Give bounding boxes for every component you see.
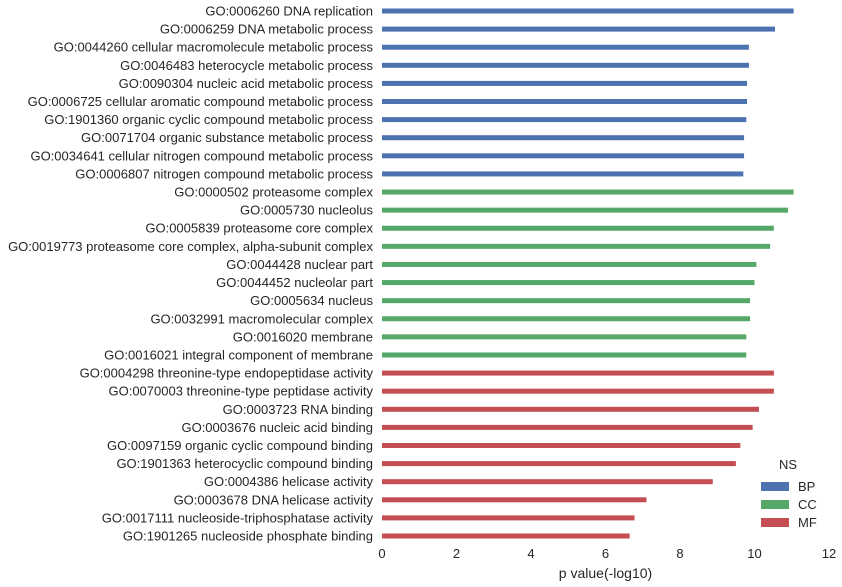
category-label: GO:0006807 nitrogen compound metabolic p… (75, 166, 373, 181)
bar-mf (382, 461, 736, 467)
category-label: GO:0005839 proteasome core complex (145, 221, 373, 236)
bar-cc (382, 280, 755, 286)
bar-mf (382, 424, 753, 430)
x-tick-label: 12 (822, 546, 836, 561)
legend-label-mf: MF (798, 515, 817, 530)
category-label: GO:0005634 nucleus (250, 293, 373, 308)
bar-cc (382, 298, 751, 304)
category-label: GO:0044428 nuclear part (226, 257, 373, 272)
x-tick-label: 8 (676, 546, 683, 561)
bar-bp (382, 117, 747, 123)
category-label: GO:0003678 DNA helicase activity (174, 492, 374, 507)
legend: NS BP CC MF (761, 457, 817, 530)
category-label: GO:1901265 nucleoside phosphate binding (123, 529, 373, 544)
category-label: GO:0006260 DNA replication (205, 4, 373, 19)
category-labels-group: GO:0006260 DNA replication GO:0006259 DNA… (8, 4, 373, 544)
legend-swatch-cc (761, 500, 789, 509)
category-label: GO:0071704 organic substance metabolic p… (81, 130, 373, 145)
category-label: GO:0004298 threonine-type endopeptidase … (80, 366, 374, 381)
legend-title: NS (779, 457, 797, 472)
category-label: GO:0004386 helicase activity (204, 474, 374, 489)
x-axis-ticks-group: 0 2 4 6 8 10 12 (378, 546, 836, 561)
bar-bp (382, 171, 744, 177)
x-tick-label: 10 (747, 546, 761, 561)
bar-mf (382, 370, 774, 376)
bar-cc (382, 261, 757, 267)
category-label: GO:0046483 heterocycle metabolic process (120, 58, 373, 73)
category-label: GO:0003676 nucleic acid binding (181, 420, 373, 435)
legend-swatch-bp (761, 482, 789, 491)
bar-mf (382, 497, 647, 503)
legend-label-bp: BP (798, 479, 815, 494)
legend-label-cc: CC (798, 497, 817, 512)
category-label: GO:1901363 heterocyclic compound binding (116, 456, 373, 471)
category-label: GO:0003723 RNA binding (223, 402, 373, 417)
bar-mf (382, 479, 713, 485)
bar-cc (382, 207, 789, 213)
category-label: GO:0019773 proteasome core complex, alph… (8, 239, 373, 254)
bar-bp (382, 99, 748, 105)
category-label: GO:0006259 DNA metabolic process (160, 22, 374, 37)
category-label: GO:0005730 nucleolus (240, 203, 373, 218)
category-label: GO:0006725 cellular aromatic compound me… (28, 94, 374, 109)
bar-cc (382, 352, 747, 358)
category-label: GO:0000502 proteasome complex (174, 185, 373, 200)
bar-bp (382, 153, 745, 159)
bar-cc (382, 334, 747, 340)
bar-cc (382, 243, 771, 249)
category-label: GO:0016021 integral component of membran… (104, 347, 373, 362)
bar-mf (382, 406, 759, 412)
bar-bp (382, 62, 749, 68)
bars-group (382, 8, 794, 539)
category-label: GO:0016020 membrane (233, 329, 373, 344)
category-label: GO:0090304 nucleic acid metabolic proces… (119, 76, 374, 91)
bar-bp (382, 26, 775, 32)
category-label: GO:0017111 nucleoside-triphosphatase act… (102, 510, 374, 525)
bar-bp (382, 8, 794, 14)
category-label: GO:0097159 organic cyclic compound bindi… (107, 438, 373, 453)
bar-cc (382, 316, 751, 322)
x-axis-label: p value(-log10) (559, 565, 652, 581)
bar-bp (382, 135, 745, 141)
category-label: GO:0044452 nucleolar part (216, 275, 373, 290)
category-label: GO:0032991 macromolecular complex (150, 311, 373, 326)
x-tick-label: 2 (453, 546, 460, 561)
bar-mf (382, 388, 774, 394)
category-label: GO:1901360 organic cyclic compound metab… (44, 112, 373, 127)
bar-mf (382, 533, 630, 539)
bar-cc (382, 225, 774, 231)
legend-swatch-mf (761, 518, 789, 527)
bar-bp (382, 44, 749, 50)
bar-bp (382, 80, 748, 86)
bar-mf (382, 515, 635, 521)
category-label: GO:0034641 cellular nitrogen compound me… (30, 148, 373, 163)
category-label: GO:0044260 cellular macromolecule metabo… (54, 40, 374, 55)
category-label: GO:0070003 threonine-type peptidase acti… (108, 384, 373, 399)
x-tick-label: 0 (378, 546, 385, 561)
x-tick-label: 4 (527, 546, 534, 561)
bar-cc (382, 189, 794, 195)
bar-mf (382, 442, 741, 448)
x-tick-label: 6 (602, 546, 609, 561)
